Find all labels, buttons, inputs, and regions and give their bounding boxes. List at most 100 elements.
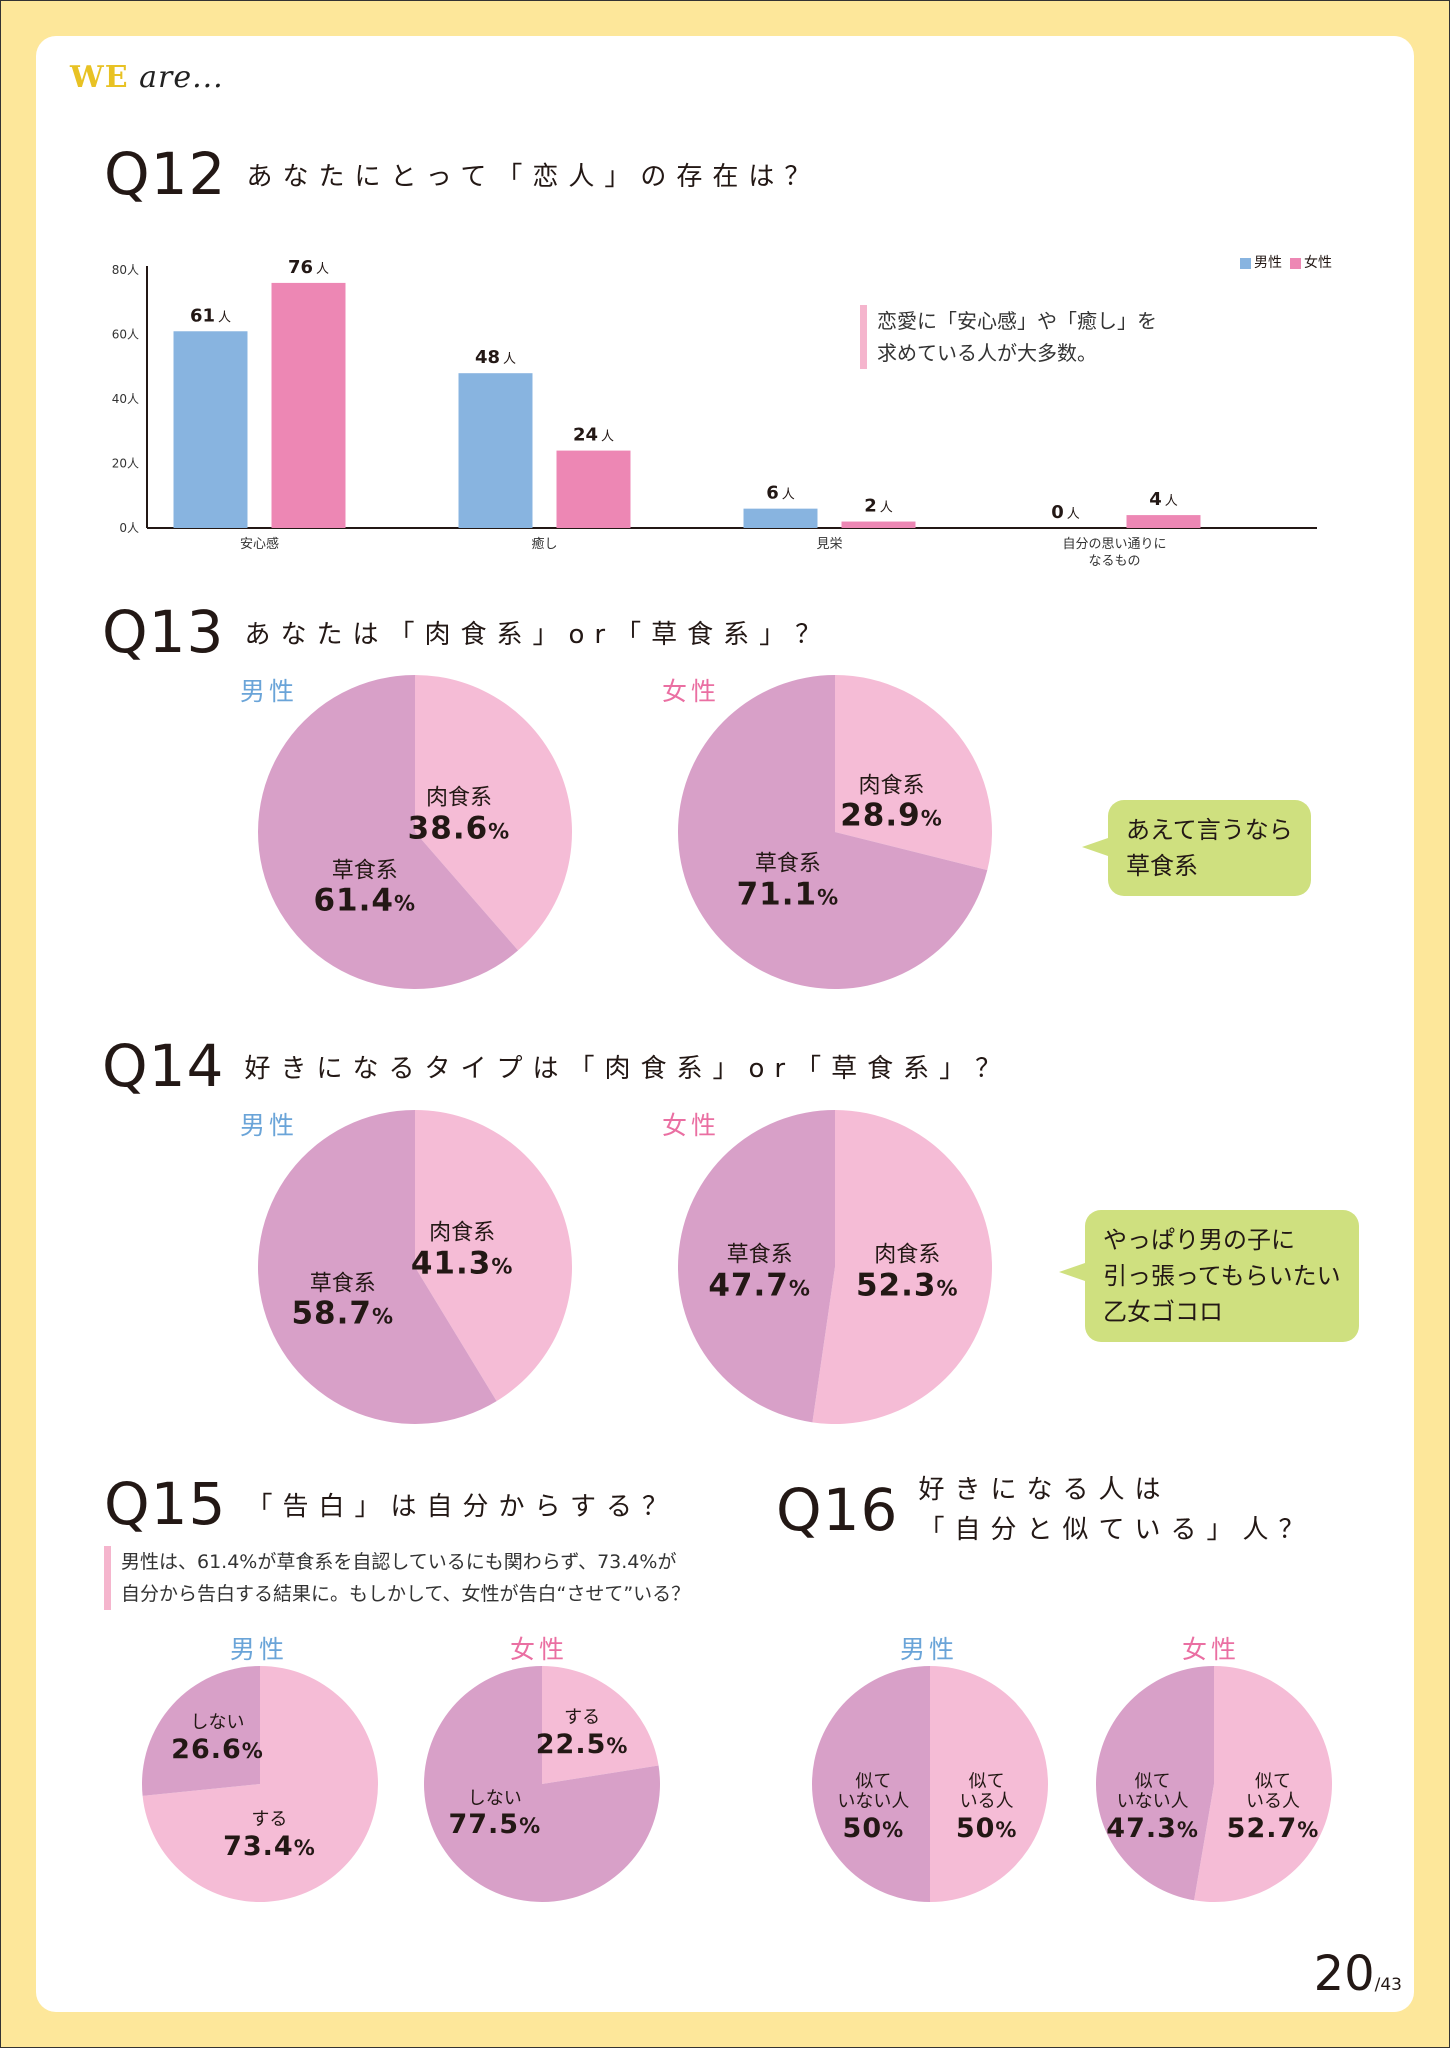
- pie-slice-value: 50%: [955, 1812, 1018, 1844]
- pie-slice-name: 肉食系: [429, 1220, 496, 1246]
- q15-note: 男性は、61.4%が草食系を自認しているにも関わらず、73.4%が 自分から告白…: [104, 1546, 690, 1610]
- pie-slice-label: 似て いない人 47.3%: [1106, 1770, 1199, 1844]
- q16-question-line2: 「自分と似ている」人？: [918, 1515, 1315, 1545]
- pie-slice-value: 50%: [842, 1812, 905, 1844]
- x-tick-label: 見栄: [816, 537, 842, 552]
- pie-slice-label: 草食系 58.7%: [291, 1271, 394, 1332]
- q13-question: あなたは「肉食系」or「草食系」？: [244, 619, 832, 650]
- legend-male-swatch: [1240, 257, 1251, 269]
- bubble-line: 草食系: [1126, 852, 1198, 880]
- x-tick-label: 癒し: [531, 536, 557, 552]
- q14-male-pie: 肉食系 41.3% 草食系 58.7%: [258, 1110, 572, 1424]
- q15-heading: Q15 「告白」は自分からする？: [104, 1470, 678, 1538]
- pie-slice-label: 似て いる人 52.7%: [1226, 1770, 1320, 1844]
- pie-slice-value: 38.6%: [407, 810, 511, 847]
- pie-slice: [812, 1110, 992, 1424]
- pie-slice: [258, 675, 519, 989]
- q12-note-line: 求めている人が大多数。: [877, 341, 1097, 365]
- bar-value-label: 61 人: [190, 305, 231, 326]
- pie-slice-value: 47.7%: [708, 1267, 811, 1304]
- q16-female-pie: 似て いる人 52.7% 似て いない人 47.3%: [1096, 1666, 1332, 1902]
- pie-slice-name: しない: [190, 1712, 245, 1734]
- pie-slice-name: しない: [467, 1787, 522, 1809]
- x-tick-label: なるもの: [1088, 554, 1140, 569]
- pie-slice-value: 28.9%: [840, 797, 943, 834]
- q16-heading: Q16 好きになる人は 「自分と似ている」人？: [776, 1470, 1314, 1550]
- pie-slice-value: 52.7%: [1226, 1812, 1320, 1844]
- bar-male: [458, 373, 533, 528]
- brand-rest: are...: [139, 60, 224, 95]
- pie-slice-label: 肉食系 41.3%: [411, 1221, 514, 1282]
- pie-slice-name: 草食系: [309, 1271, 376, 1297]
- y-tick-label: 20人: [112, 457, 139, 471]
- pie-slice-label: 似て いない人 50%: [837, 1771, 909, 1844]
- pie-slice: [1096, 1666, 1214, 1901]
- bar-female: [1126, 515, 1201, 528]
- pie-slice-label: 草食系 61.4%: [313, 858, 416, 919]
- pie-slice-label: 草食系 47.7%: [708, 1243, 811, 1304]
- pie-slice-label: 似て いる人 50%: [955, 1771, 1018, 1844]
- bar-female: [556, 450, 631, 528]
- y-tick-label: 80人: [112, 263, 139, 277]
- y-tick-label: 40人: [112, 392, 139, 406]
- pie-slice-name: する: [251, 1809, 288, 1831]
- pie-slice-name: いる人: [959, 1791, 1014, 1813]
- pie-slice-value: 58.7%: [291, 1295, 395, 1332]
- legend-male: 男性: [1240, 252, 1282, 272]
- brand-we: WE: [70, 60, 129, 95]
- q14-heading: Q14 好きになるタイプは「肉食系」or「草食系」？: [102, 1032, 1011, 1100]
- q14-comment-bubble: やっぱり男の子に 引っ張ってもらいたい 乙女ゴコロ: [1059, 1210, 1359, 1342]
- pie-slice-value: 41.3%: [410, 1245, 514, 1282]
- pie-slice: [424, 1666, 660, 1902]
- pie-slice-value: 22.5%: [535, 1729, 629, 1761]
- q16-male-label: 男性: [900, 1635, 959, 1664]
- y-tick-label: 0人: [119, 521, 139, 535]
- page-number: 20/43: [1314, 1946, 1402, 2002]
- q14-female-label: 女性: [662, 1111, 721, 1140]
- q13-male-label: 男性: [240, 677, 299, 706]
- q16-female-label: 女性: [1182, 1635, 1241, 1664]
- page-number-total: /43: [1374, 1975, 1402, 1995]
- pie-slice-label: する 22.5%: [535, 1708, 629, 1761]
- q12-number: Q12: [104, 140, 227, 208]
- q13-heading: Q13 あなたは「肉食系」or「草食系」？: [102, 598, 831, 666]
- pie-slice-label: しない 26.6%: [171, 1713, 264, 1765]
- bubble-line: やっぱり男の子に: [1103, 1226, 1295, 1254]
- bubble-line: 引っ張ってもらいたい: [1103, 1262, 1341, 1290]
- pie-slice-name: 似て: [1254, 1770, 1291, 1792]
- q14-question: 好きになるタイプは「肉食系」or「草食系」？: [244, 1053, 1012, 1084]
- q15-female-pie: する 22.5% しない 77.5%: [424, 1666, 660, 1902]
- pie-slice: [930, 1666, 1048, 1902]
- pie-slice-name: 草食系: [754, 851, 821, 877]
- pie-slice: [142, 1666, 260, 1796]
- brand-logo: WE are...: [70, 60, 224, 95]
- pie-slice-label: 肉食系 52.3%: [856, 1243, 959, 1304]
- q12-note: 恋愛に「安心感」や「癒し」を 求めている人が大多数。: [860, 305, 1157, 369]
- legend-female-label: 女性: [1304, 255, 1332, 271]
- q14-female-pie: 肉食系 52.3% 草食系 47.7%: [678, 1110, 992, 1424]
- pie-slice-name: 似て: [1134, 1770, 1171, 1792]
- q12-question: あなたにとって「恋人」の存在は？: [246, 161, 821, 192]
- pie-slice: [258, 1110, 497, 1424]
- pie-slice-value: 71.1%: [736, 876, 840, 913]
- bar-value-label: 76 人: [288, 257, 329, 278]
- q15-male-label: 男性: [230, 1635, 289, 1664]
- pie-slice-name: いない人: [1116, 1791, 1189, 1813]
- pie-slice: [812, 1666, 930, 1902]
- bubble-line: あえて言うなら: [1126, 816, 1293, 844]
- q14-number: Q14: [102, 1032, 225, 1100]
- x-tick-label: 安心感: [240, 536, 279, 552]
- pie-slice: [835, 675, 992, 871]
- pie-slice: [142, 1666, 378, 1902]
- pie-slice-name: 草食系: [726, 1242, 793, 1268]
- pie-slice-value: 73.4%: [223, 1830, 316, 1862]
- pie-slice: [678, 675, 988, 989]
- pie-slice-value: 26.6%: [171, 1733, 264, 1765]
- pie-slice: [415, 1110, 572, 1402]
- q16-question-line1: 好きになる人は: [918, 1475, 1171, 1505]
- q13-male-pie: 肉食系 38.6% 草食系 61.4%: [258, 675, 572, 989]
- q12-heading: Q12 あなたにとって「恋人」の存在は？: [104, 140, 820, 208]
